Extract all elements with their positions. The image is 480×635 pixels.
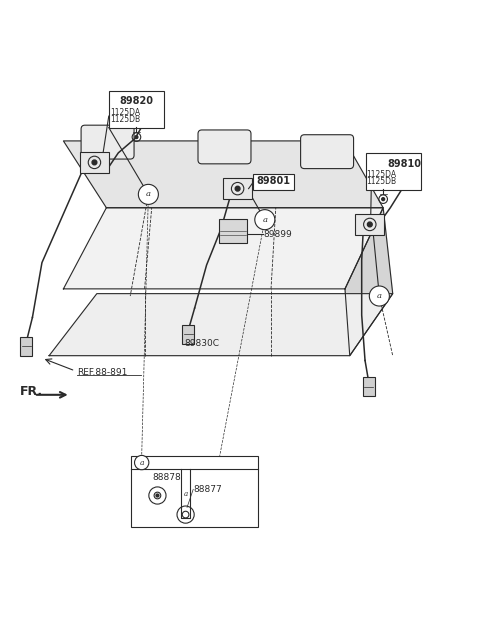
Text: 89830C: 89830C: [184, 339, 219, 348]
Circle shape: [367, 222, 372, 227]
Polygon shape: [49, 293, 393, 356]
Circle shape: [135, 136, 138, 138]
Bar: [131, 456, 258, 526]
Polygon shape: [345, 208, 393, 356]
Circle shape: [92, 160, 97, 165]
Bar: [219, 218, 247, 243]
FancyBboxPatch shape: [300, 135, 354, 169]
Circle shape: [382, 197, 384, 201]
Bar: [356, 214, 384, 235]
FancyBboxPatch shape: [81, 125, 134, 159]
Text: REF.88-891: REF.88-891: [77, 368, 127, 377]
Text: a: a: [183, 490, 188, 498]
Text: FR.: FR.: [20, 385, 43, 398]
Bar: [253, 175, 294, 190]
Text: a: a: [146, 190, 151, 198]
Polygon shape: [63, 208, 383, 289]
Polygon shape: [63, 141, 383, 208]
Bar: [20, 337, 32, 356]
Circle shape: [235, 186, 240, 191]
Text: 89801: 89801: [256, 176, 290, 186]
Circle shape: [138, 184, 158, 204]
Text: 89899: 89899: [264, 230, 293, 239]
Circle shape: [156, 494, 159, 497]
Bar: [182, 324, 194, 344]
Text: 1125DA: 1125DA: [110, 108, 141, 117]
FancyBboxPatch shape: [198, 130, 251, 164]
Circle shape: [134, 455, 149, 470]
Bar: [109, 91, 164, 128]
Circle shape: [255, 210, 275, 230]
Text: a: a: [377, 292, 382, 300]
Text: 89820: 89820: [120, 97, 154, 106]
Text: 88878: 88878: [153, 473, 181, 482]
Text: 1125DB: 1125DB: [366, 177, 396, 187]
Text: 89810: 89810: [388, 159, 421, 169]
Text: 88877: 88877: [193, 485, 222, 494]
Text: 1125DA: 1125DA: [366, 170, 396, 179]
Text: a: a: [262, 216, 267, 224]
Text: a: a: [140, 458, 144, 467]
Bar: [80, 152, 109, 173]
Bar: [363, 377, 375, 396]
Text: 1125DB: 1125DB: [110, 116, 141, 124]
Bar: [223, 178, 252, 199]
Circle shape: [369, 286, 389, 306]
Bar: [366, 153, 421, 190]
